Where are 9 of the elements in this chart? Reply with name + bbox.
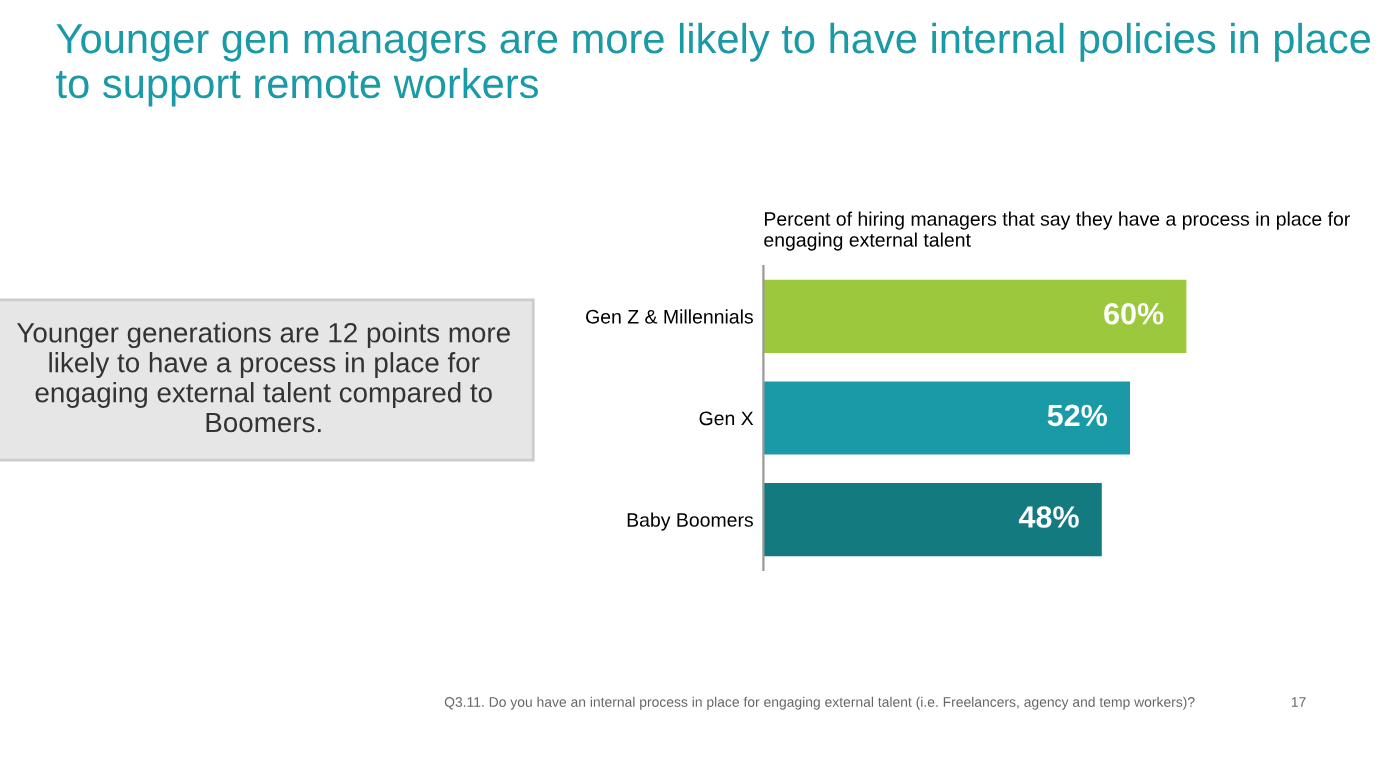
data-label: 48% [1018,506,1079,528]
y-tick-label: Gen X [699,411,754,426]
y-tick-label: Baby Boomers [627,512,753,531]
y-tick-label: Gen Z & Millennials [586,309,753,324]
text: Younger generations are 12 points more likely to have a process in place for engaging external talent compared to Boomers. [17,322,510,433]
chart-title: Younger gen managers are more likely to have internal policies in place to support remote workers [56,22,1371,107]
data-label: 60% [1104,302,1164,325]
data-label: 52% [1047,404,1108,427]
chart-subtitle: Percent of hiring managers that say they have a process in place for engaging external talent [764,211,1350,251]
